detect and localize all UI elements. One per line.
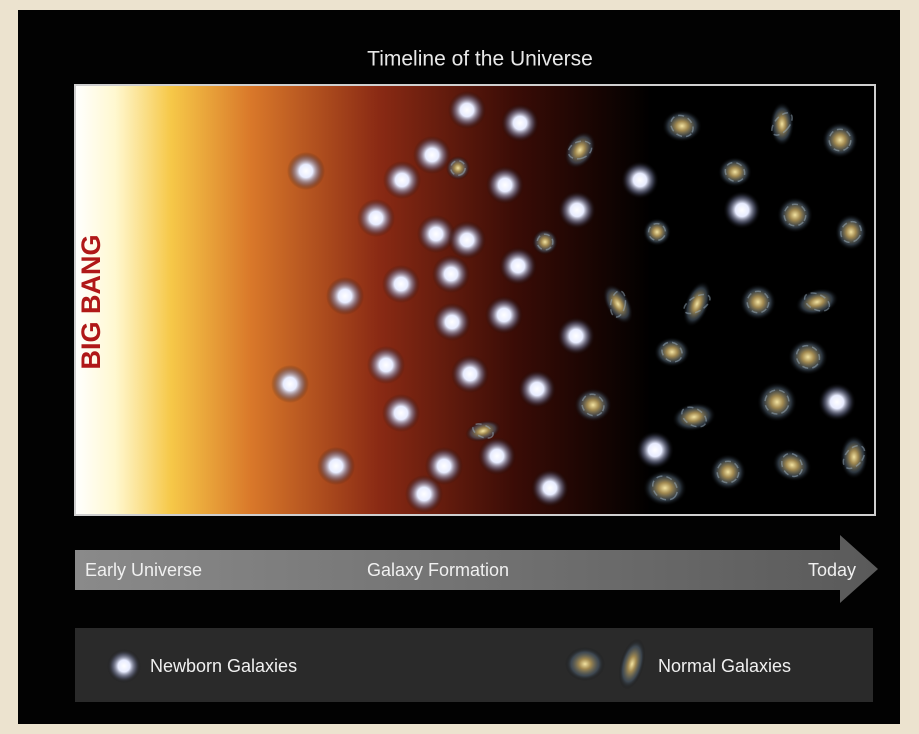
newborn-galaxy <box>382 394 420 432</box>
galaxy-arm <box>609 290 627 318</box>
normal-galaxy <box>777 197 813 233</box>
newborn-galaxy <box>485 296 523 334</box>
newborn-galaxy <box>405 475 443 513</box>
galaxy-arm <box>683 293 711 315</box>
normal-galaxy <box>643 470 687 506</box>
normal-galaxy <box>602 284 634 324</box>
galaxy-arm <box>842 444 866 470</box>
newborn-galaxy <box>501 104 539 142</box>
galaxy-arm <box>746 290 770 314</box>
galaxies <box>271 91 868 513</box>
newborn-galaxy <box>383 161 421 199</box>
newborn-galaxy <box>636 431 674 469</box>
legend-icon <box>618 638 646 690</box>
normal-galaxy <box>643 218 671 246</box>
timeline-label: Early Universe <box>85 560 202 580</box>
newborn-galaxy <box>433 303 471 341</box>
newborn-galaxy <box>558 191 596 229</box>
normal-galaxy <box>772 448 812 482</box>
galaxy-arm <box>681 406 707 428</box>
newborn-galaxy <box>518 370 556 408</box>
newborn-galaxy <box>367 346 405 384</box>
galaxy-arm <box>647 222 667 242</box>
newborn-galaxy <box>425 447 463 485</box>
timeline-label: Galaxy Formation <box>367 560 509 580</box>
newborn-galaxy <box>499 247 537 285</box>
galaxy-arm <box>803 292 831 312</box>
galaxy-arm <box>716 460 740 484</box>
normal-galaxy <box>532 229 558 255</box>
normal-galaxy <box>835 214 867 250</box>
normal-galaxy <box>564 131 596 169</box>
normal-galaxy <box>574 388 612 422</box>
galaxy-arm <box>536 233 554 251</box>
galaxy-arm <box>795 344 821 370</box>
normal-galaxy <box>683 281 711 327</box>
normal-galaxy <box>718 157 752 187</box>
galaxy-arm <box>670 114 694 138</box>
big-bang-label: BIG BANG <box>76 235 106 370</box>
newborn-galaxy <box>287 152 325 190</box>
newborn-galaxy <box>818 383 856 421</box>
normal-galaxy <box>446 156 470 180</box>
legend-label: Newborn Galaxies <box>150 656 297 676</box>
newborn-galaxy <box>413 136 451 174</box>
galaxy-arm <box>651 475 679 501</box>
newborn-galaxy <box>326 277 364 315</box>
galaxy-arm <box>840 220 862 244</box>
newborn-galaxy <box>317 447 355 485</box>
normal-galaxy <box>788 339 828 375</box>
newborn-galaxy <box>478 437 516 475</box>
normal-galaxy <box>710 454 746 490</box>
normal-galaxy <box>654 337 690 367</box>
normal-galaxy <box>662 110 702 142</box>
newborn-galaxy <box>432 255 470 293</box>
normal-galaxy <box>757 382 797 422</box>
newborn-galaxy <box>448 91 486 129</box>
normal-galaxy <box>822 122 858 158</box>
newborn-galaxy <box>417 215 455 253</box>
newborn-galaxy <box>451 355 489 393</box>
timeline-label: Today <box>808 560 856 580</box>
legend-icon <box>565 647 605 681</box>
galaxy-arm <box>661 341 683 363</box>
galaxy-arm <box>764 389 790 415</box>
newborn-galaxy <box>486 166 524 204</box>
galaxy-arm <box>472 423 494 439</box>
newborn-galaxy <box>448 221 486 259</box>
newborn-galaxy <box>382 265 420 303</box>
timeline-arrow <box>75 535 878 603</box>
galaxy-arm <box>450 160 466 176</box>
normal-galaxy <box>770 102 794 146</box>
galaxy-arm <box>567 140 593 160</box>
newborn-galaxy <box>271 365 309 403</box>
normal-galaxy <box>740 284 776 320</box>
legend-box <box>75 628 873 702</box>
legend-icon <box>107 649 141 683</box>
newborn-galaxy <box>621 161 659 199</box>
legend-label: Normal Galaxies <box>658 656 791 676</box>
newborn-galaxy <box>723 191 761 229</box>
newborn-galaxy <box>531 469 569 507</box>
galaxy-arm <box>780 452 804 478</box>
newborn-galaxy <box>557 317 595 355</box>
galaxy-arm <box>771 112 793 136</box>
newborn-galaxy <box>357 199 395 237</box>
title: Timeline of the Universe <box>367 48 593 71</box>
